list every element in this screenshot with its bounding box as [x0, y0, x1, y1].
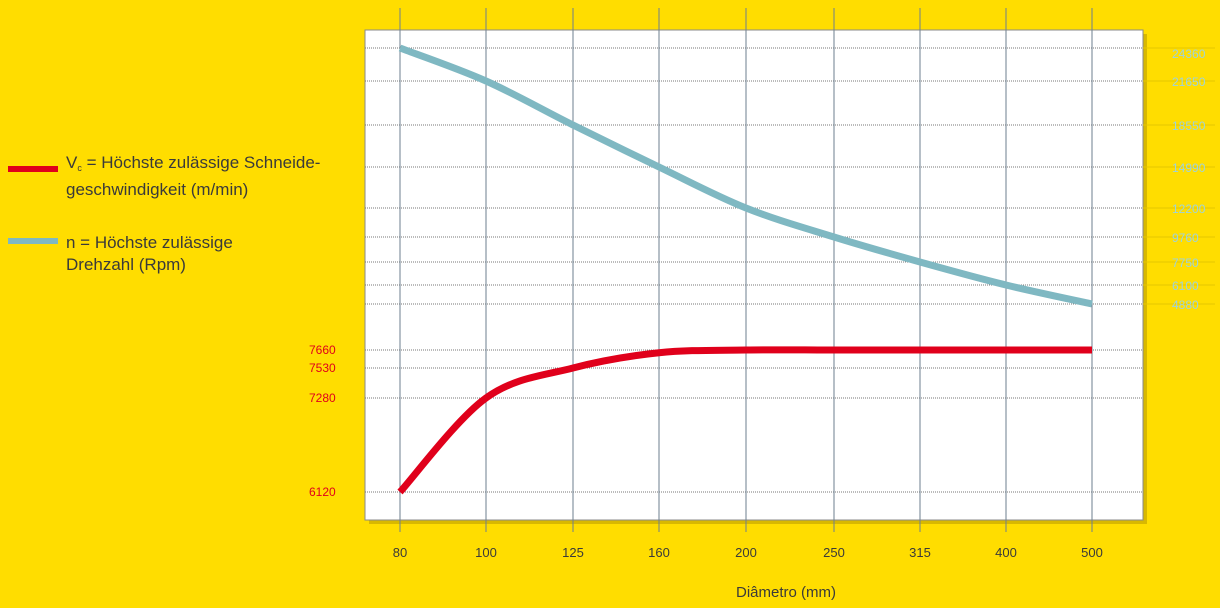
y-right-tick-label: 12200 — [1172, 202, 1206, 216]
x-tick-label: 200 — [735, 545, 757, 560]
x-tick-label: 100 — [475, 545, 497, 560]
y-right-tick-label: 14990 — [1172, 161, 1206, 175]
y-left-tick-label: 7280 — [309, 391, 336, 405]
legend-n-text: n = Höchste zulässige Drehzahl (Rpm) — [66, 232, 233, 276]
x-tick-label: 315 — [909, 545, 931, 560]
legend-vc-symbol: V — [66, 153, 78, 172]
series-line-vc — [397, 346, 1092, 495]
y-right-tick-label: 21650 — [1172, 75, 1206, 89]
y-right-tick-label: 7750 — [1172, 256, 1199, 270]
y-right-tick-label: 4880 — [1172, 298, 1199, 312]
legend-n-line2: Drehzahl (Rpm) — [66, 255, 186, 274]
legend-vc-swatch — [8, 166, 58, 172]
legend-vc-line2: geschwindigkeit (m/min) — [66, 180, 249, 199]
x-tick-label: 250 — [823, 545, 845, 560]
legend-vc-line1: = Höchste zulässige Schneide- — [81, 153, 321, 172]
legend-vc-subscript: c — [77, 163, 82, 173]
y-left-tick-label: 6120 — [309, 485, 336, 499]
x-tick-label: 160 — [648, 545, 670, 560]
y-left-tick-label: 7660 — [309, 343, 336, 357]
x-tick-label: 80 — [393, 545, 407, 560]
x-tick-label: 500 — [1081, 545, 1103, 560]
x-axis-label-text: Diâmetro (mm) — [736, 584, 836, 601]
plot-area — [364, 29, 1144, 521]
legend-n-line1: n = Höchste zulässige — [66, 233, 233, 252]
y-right-tick-label: 6100 — [1172, 279, 1199, 293]
y-right-tick-label: 24360 — [1172, 47, 1206, 61]
y-right-tick-label: 18550 — [1172, 119, 1206, 133]
y-right-tick-label: 9760 — [1172, 231, 1199, 245]
series-line-n — [398, 44, 1093, 308]
legend-n-swatch — [8, 238, 58, 244]
x-tick-label: 400 — [995, 545, 1017, 560]
y-left-tick-label: 7530 — [309, 361, 336, 375]
legend-vc-text: Vc = Höchste zulässige Schneide- geschwi… — [66, 152, 320, 201]
x-tick-label: 125 — [562, 545, 584, 560]
x-axis-label: Diâmetro (mm) — [0, 584, 1220, 601]
